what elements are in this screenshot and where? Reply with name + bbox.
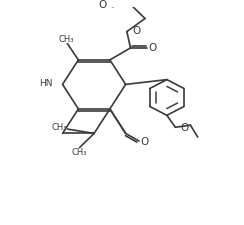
Text: O: O (99, 0, 107, 11)
Text: CH₃: CH₃ (72, 148, 87, 157)
Text: O: O (140, 137, 148, 147)
Text: O: O (149, 43, 157, 53)
Text: CH₃: CH₃ (51, 124, 67, 133)
Text: O: O (181, 123, 189, 133)
Text: HN: HN (39, 79, 52, 88)
Text: O: O (132, 25, 141, 36)
Text: CH₃: CH₃ (59, 35, 74, 44)
